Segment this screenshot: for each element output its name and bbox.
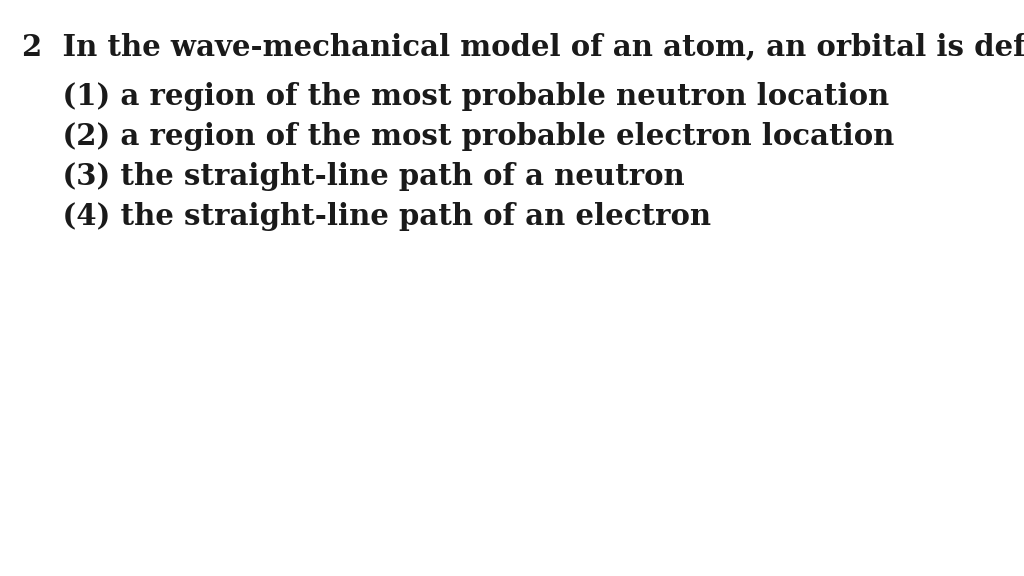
Text: (1) a region of the most probable neutron location: (1) a region of the most probable neutro… [22,82,889,111]
Text: (4) the straight-line path of an electron: (4) the straight-line path of an electro… [22,202,711,231]
Text: (2) a region of the most probable electron location: (2) a region of the most probable electr… [22,122,894,151]
Text: 2  In the wave-mechanical model of an atom, an orbital is defined as: 2 In the wave-mechanical model of an ato… [22,32,1024,61]
Text: (3) the straight-line path of a neutron: (3) the straight-line path of a neutron [22,162,685,191]
